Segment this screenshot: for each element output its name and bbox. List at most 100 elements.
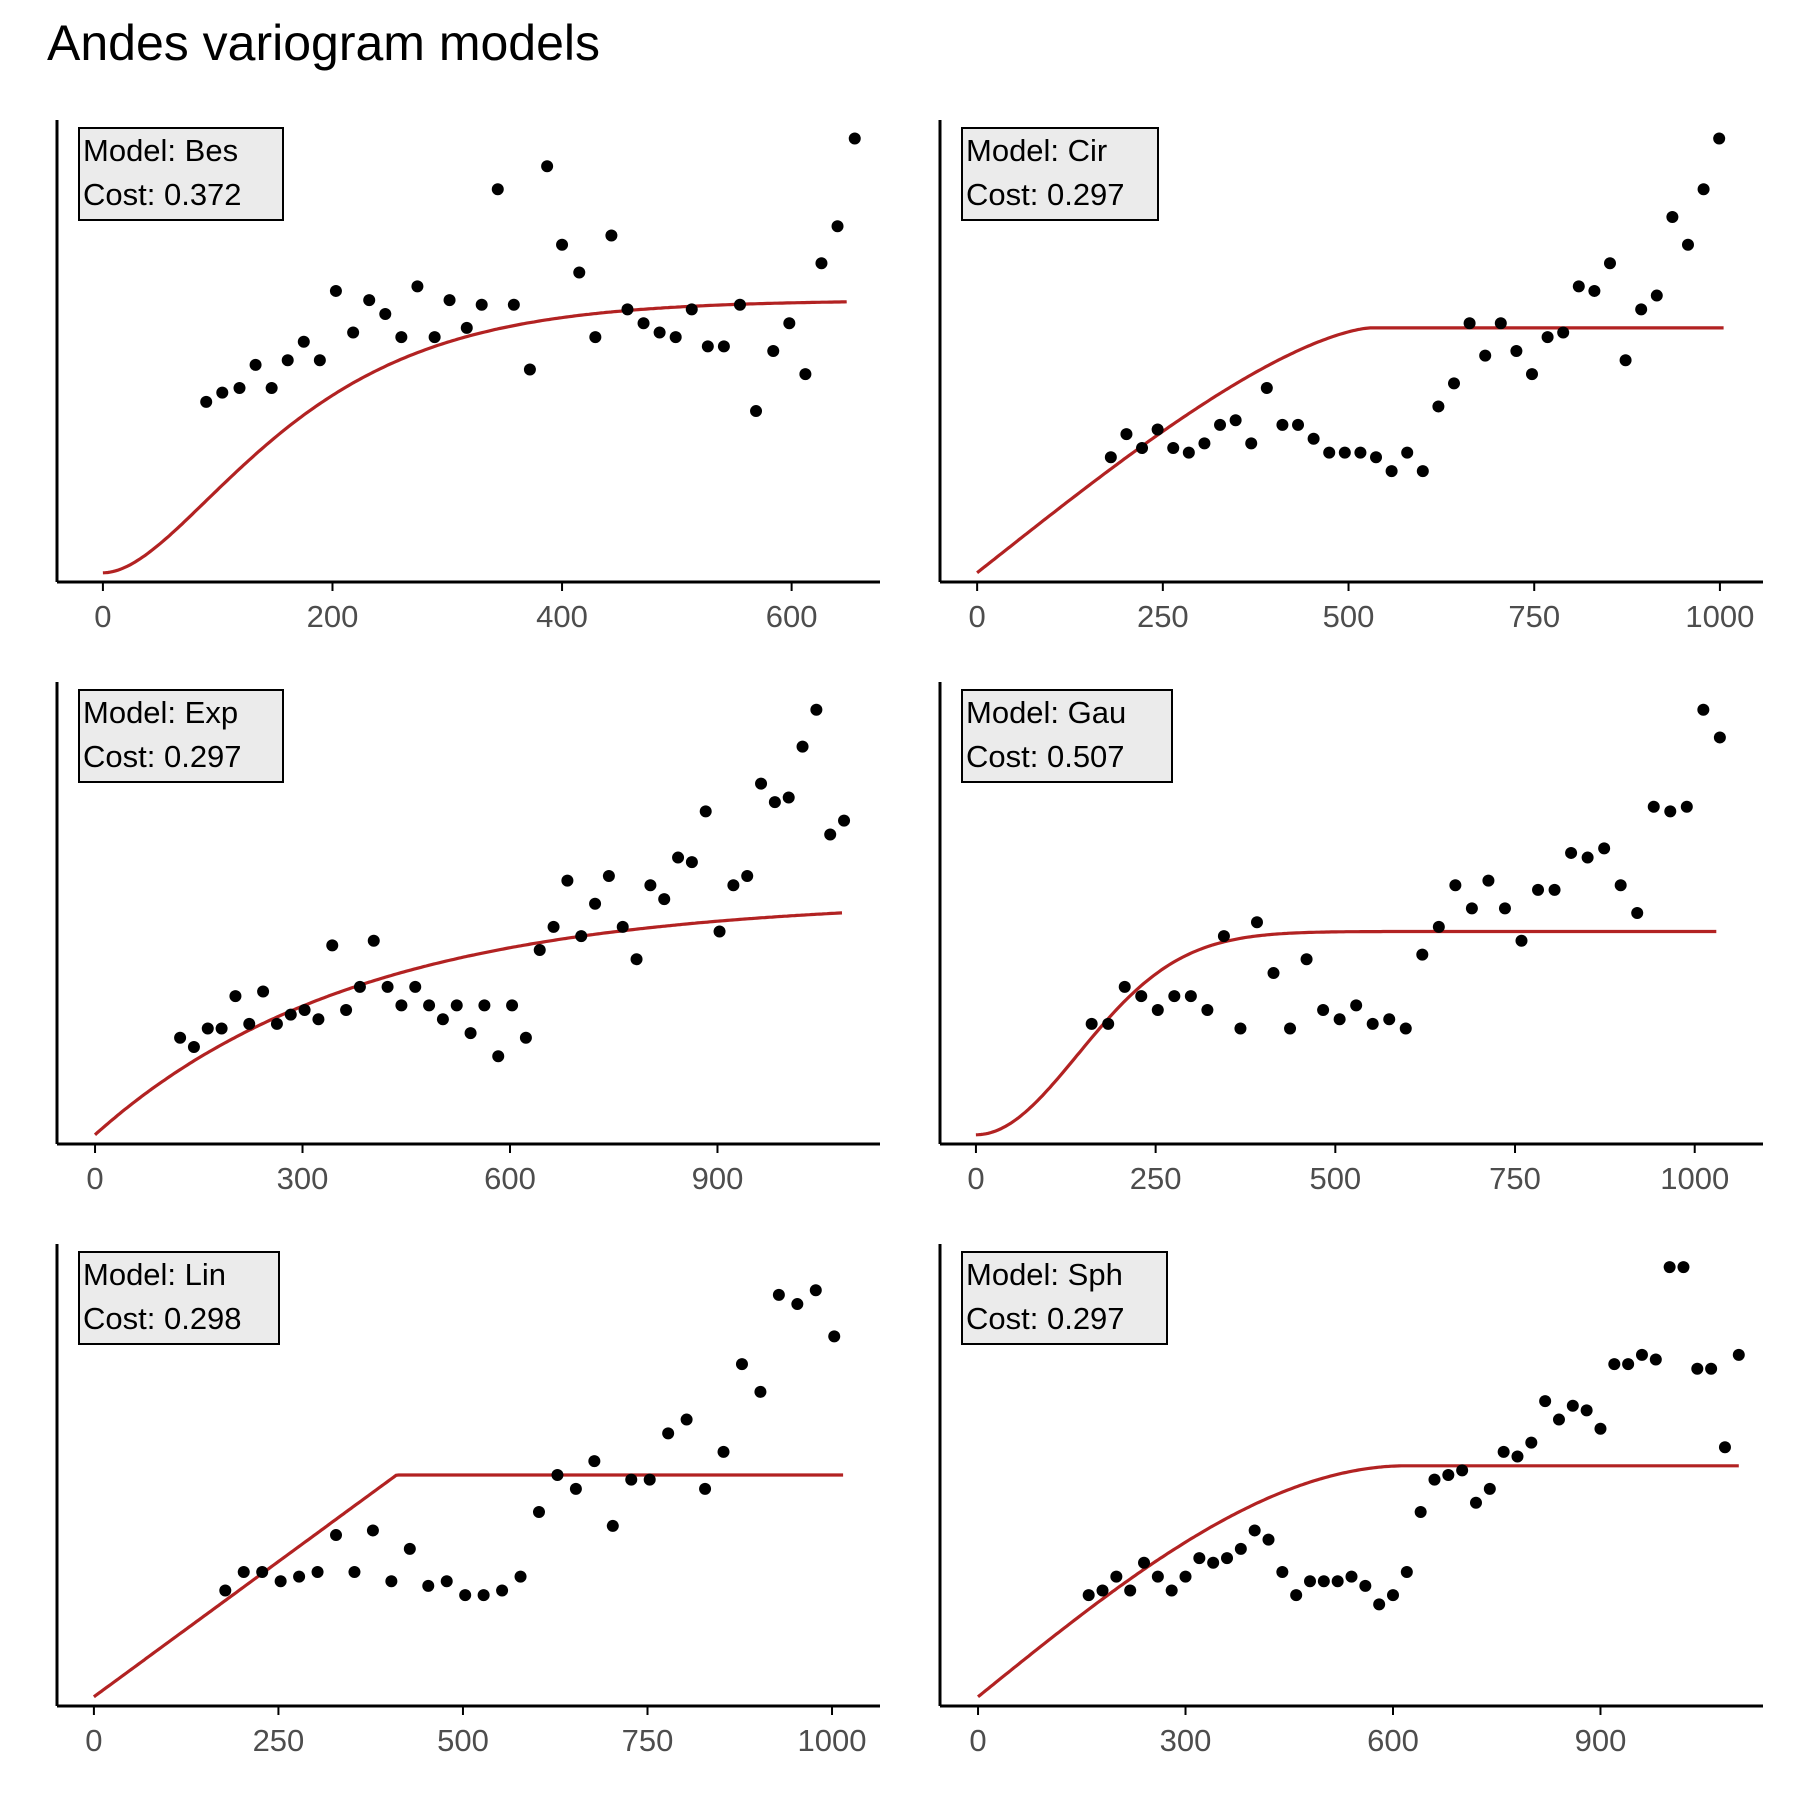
data-point — [1370, 451, 1383, 464]
data-point — [1541, 331, 1554, 344]
x-tick-label: 300 — [1160, 1723, 1212, 1758]
data-point — [625, 1473, 638, 1486]
data-point — [1207, 1556, 1220, 1569]
panel-cir: 0 250 500 750 1000 Model: Cir Cost: 0.297 — [938, 120, 1763, 634]
data-point — [293, 1570, 306, 1583]
data-point — [298, 1004, 311, 1017]
data-point — [1151, 1570, 1164, 1583]
data-point — [243, 1017, 256, 1030]
data-point — [810, 703, 823, 716]
model-label-box — [78, 127, 284, 221]
data-point — [791, 1298, 804, 1311]
data-point — [385, 1575, 398, 1588]
data-point — [1184, 990, 1197, 1003]
model-fit-line — [976, 326, 1724, 575]
data-point — [1276, 418, 1289, 431]
x-tick-label: 250 — [1130, 1161, 1182, 1196]
data-point — [216, 386, 229, 399]
x-tick-label: 250 — [253, 1723, 305, 1758]
data-point — [1124, 1584, 1137, 1597]
data-point — [637, 317, 650, 330]
data-point — [313, 354, 326, 367]
x-tick-label: 1000 — [1660, 1161, 1729, 1196]
data-point — [727, 879, 740, 892]
data-point — [662, 1427, 675, 1440]
data-point — [1234, 1022, 1247, 1035]
x-tick-label: 300 — [277, 1161, 329, 1196]
model-name-label: Model: Bes — [83, 133, 238, 168]
data-point — [589, 897, 602, 910]
data-point — [1572, 280, 1585, 293]
data-point — [551, 1469, 564, 1481]
data-point — [701, 340, 714, 353]
data-point — [443, 294, 456, 307]
data-point — [1284, 1022, 1297, 1035]
data-point — [436, 1013, 449, 1026]
panel-bes: 0 200 400 600 Model: Bes Cost: 0.372 — [55, 120, 880, 634]
data-point — [1511, 1450, 1524, 1463]
data-point — [326, 939, 339, 952]
data-point — [523, 363, 536, 376]
data-point — [409, 980, 422, 993]
data-point — [838, 814, 851, 827]
data-point — [1483, 1482, 1496, 1495]
x-tick-label: 500 — [1323, 599, 1375, 634]
data-point — [533, 943, 546, 956]
data-point — [1650, 289, 1663, 302]
model-label-box — [961, 127, 1159, 221]
data-point — [1135, 990, 1148, 1003]
data-point — [1532, 883, 1545, 896]
data-point — [561, 874, 574, 887]
model-label-box — [961, 689, 1173, 783]
data-point — [1635, 303, 1648, 316]
model-fit-line — [975, 929, 1717, 1137]
data-point — [621, 303, 634, 316]
data-point — [395, 999, 408, 1012]
x-tick-label: 500 — [437, 1723, 489, 1758]
data-point — [1323, 446, 1336, 459]
model-label-box — [78, 689, 284, 783]
data-point — [1267, 967, 1280, 980]
data-point — [750, 405, 763, 418]
data-point — [1463, 317, 1476, 330]
data-point — [1400, 1566, 1413, 1579]
data-point — [735, 1358, 748, 1371]
data-point — [514, 1570, 527, 1583]
data-point — [1167, 442, 1180, 455]
data-point — [1619, 354, 1632, 367]
data-point — [1539, 1395, 1552, 1408]
data-point — [1697, 183, 1710, 196]
data-point — [464, 1027, 477, 1040]
panel-gau: 0 250 500 750 1000 Model: Gau Cost: 0.507 — [938, 682, 1763, 1196]
data-point — [699, 805, 712, 818]
data-point — [219, 1584, 232, 1597]
data-point — [828, 1330, 841, 1343]
data-point — [1304, 1575, 1317, 1588]
panel-lin: 0 250 500 750 1000 Model: Lin Cost: 0.298 — [55, 1244, 880, 1758]
data-point — [809, 1284, 822, 1297]
data-point — [1448, 377, 1461, 390]
x-tick-label: 750 — [1489, 1161, 1541, 1196]
model-fit-line — [976, 1464, 1739, 1699]
data-point — [1603, 257, 1616, 270]
data-point — [653, 326, 666, 339]
data-point — [1664, 805, 1677, 818]
data-point — [491, 183, 504, 196]
data-point — [1681, 238, 1694, 251]
data-point — [1713, 731, 1726, 744]
data-point — [1594, 1422, 1607, 1435]
model-cost-label: Cost: 0.372 — [83, 177, 242, 212]
data-point — [330, 1529, 343, 1542]
data-point — [1498, 902, 1511, 915]
panel-exp: 0 300 600 900 Model: Exp Cost: 0.297 — [55, 682, 880, 1196]
data-point — [1250, 916, 1263, 929]
data-point — [229, 990, 242, 1003]
data-point — [768, 796, 781, 809]
data-point — [403, 1542, 416, 1555]
data-point — [1399, 1022, 1412, 1035]
data-point — [1292, 418, 1305, 431]
model-name-label: Model: Gau — [966, 695, 1126, 730]
x-tick-label: 600 — [766, 599, 818, 634]
data-point — [1221, 1552, 1234, 1565]
data-point — [1110, 1570, 1123, 1583]
